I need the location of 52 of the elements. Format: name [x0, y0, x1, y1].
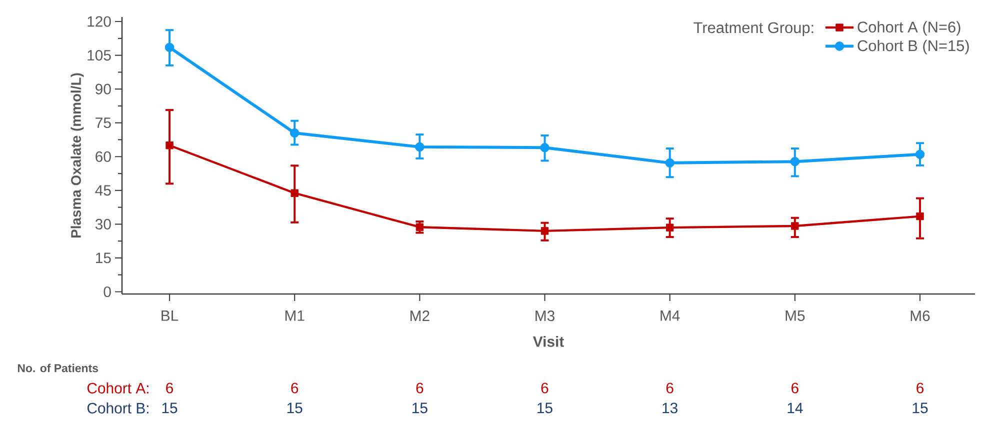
text: 15: [412, 402, 428, 414]
text: No. of Patients: [18, 364, 98, 372]
legend-label: Cohort B (N=15): [858, 40, 969, 54]
point: [540, 142, 550, 152]
point: [916, 212, 924, 220]
point: [416, 223, 424, 231]
text: 6: [541, 382, 548, 394]
y-tick-label: 15: [96, 252, 111, 264]
text: 6: [416, 382, 424, 394]
x-tick-label: BL: [162, 310, 178, 321]
y-axis-title: Plasma Oxalate (mmol/L): [70, 73, 84, 238]
text: 13: [662, 402, 678, 414]
point: [415, 142, 424, 152]
point: [666, 224, 674, 232]
point: [290, 189, 298, 197]
y-tick-label: 0: [104, 286, 111, 298]
y-tick-label: 75: [96, 118, 111, 128]
text: 6: [792, 382, 798, 394]
text: 6: [166, 382, 174, 394]
x-tick-label: M3: [536, 310, 554, 322]
x-tick-label: M4: [660, 310, 680, 321]
text: Cohort B:: [87, 402, 148, 414]
x-tick-label: M6: [910, 310, 930, 322]
text: 15: [912, 402, 928, 414]
y-tick-label: 30: [95, 218, 111, 230]
y-tick-label: 105: [88, 50, 111, 61]
y-tick-label: 120: [88, 16, 111, 27]
text: 15: [287, 402, 302, 414]
point: [790, 156, 800, 166]
text: 6: [916, 382, 924, 394]
text: 6: [291, 382, 298, 394]
text: 15: [162, 402, 178, 414]
point: [791, 222, 799, 230]
point: [540, 227, 549, 235]
x-tick-label: M1: [285, 310, 304, 321]
legend-title: Treatment Group:: [694, 22, 814, 36]
point: [290, 128, 300, 138]
text: 15: [538, 402, 552, 414]
text: 14: [788, 402, 803, 414]
text: Cohort A:: [87, 382, 148, 394]
y-tick-label: 90: [96, 84, 111, 94]
y-tick-label: 60: [96, 151, 111, 162]
point: [166, 142, 174, 150]
x-axis-title: Visit: [532, 336, 564, 347]
point: [915, 150, 925, 160]
x-tick-label: M2: [410, 310, 430, 321]
x-tick-label: M5: [786, 310, 805, 321]
text: 6: [666, 382, 674, 394]
y-tick-label: 45: [95, 185, 111, 196]
point: [665, 158, 674, 168]
point: [164, 42, 174, 52]
legend-label: Cohort A (N=6): [858, 21, 960, 36]
